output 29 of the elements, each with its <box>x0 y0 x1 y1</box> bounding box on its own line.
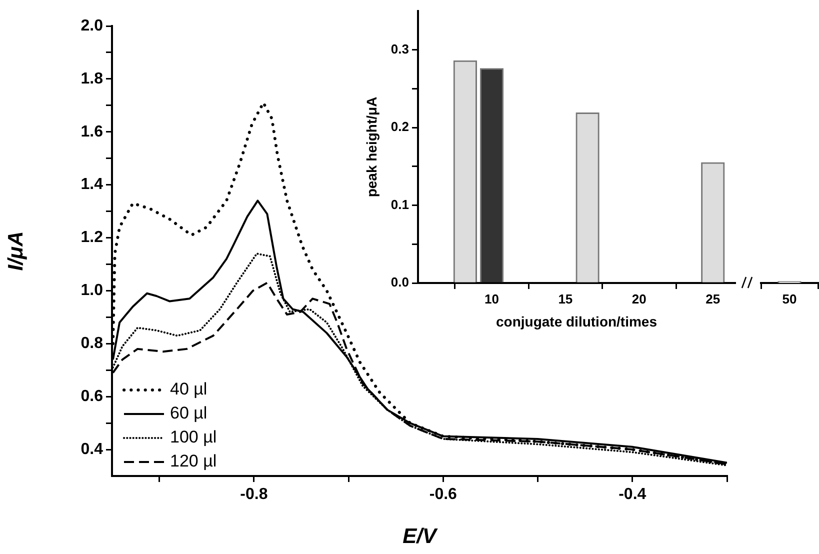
y-axis-title: peak height/μA <box>363 96 380 198</box>
y-tick-label: 1.8 <box>80 70 104 88</box>
y-tick-label: 1.4 <box>80 176 104 194</box>
y-tick-label: 0.1 <box>390 196 409 212</box>
legend-label: 100 µl <box>170 428 217 447</box>
x-axis-title: conjugate dilution/times <box>496 313 658 330</box>
y-tick-label: 1.2 <box>80 229 104 246</box>
x-tick-label: 15 <box>558 291 573 306</box>
y-tick-label: 0.0 <box>390 274 409 290</box>
y-tick-label: 0.6 <box>80 388 104 405</box>
y-tick-label: 1.0 <box>80 282 104 300</box>
x-tick-label: 10 <box>484 291 499 306</box>
x-tick-label: -0.4 <box>618 486 646 504</box>
y-axis-title: I/μA <box>4 231 28 271</box>
x-axis-title: E/V <box>402 525 438 548</box>
x-tick-label: 20 <box>632 291 646 306</box>
y-tick-label: 2.0 <box>80 17 104 34</box>
y-tick-label: 1.6 <box>80 123 104 140</box>
x-tick-label: 50 <box>782 291 797 306</box>
y-tick-label: 0.8 <box>80 335 104 352</box>
x-tick-label: 25 <box>706 291 720 306</box>
legend-label: 120 µl <box>170 452 217 471</box>
y-tick-label: 0.4 <box>80 440 104 458</box>
y-tick-label: 0.3 <box>390 41 409 56</box>
legend-label: 60 µl <box>170 404 208 423</box>
y-tick-label: 0.2 <box>390 119 409 134</box>
legend-label: 40 µl <box>170 380 208 399</box>
x-tick-label: -0.6 <box>429 486 458 504</box>
x-tick-label: -0.8 <box>240 486 268 504</box>
